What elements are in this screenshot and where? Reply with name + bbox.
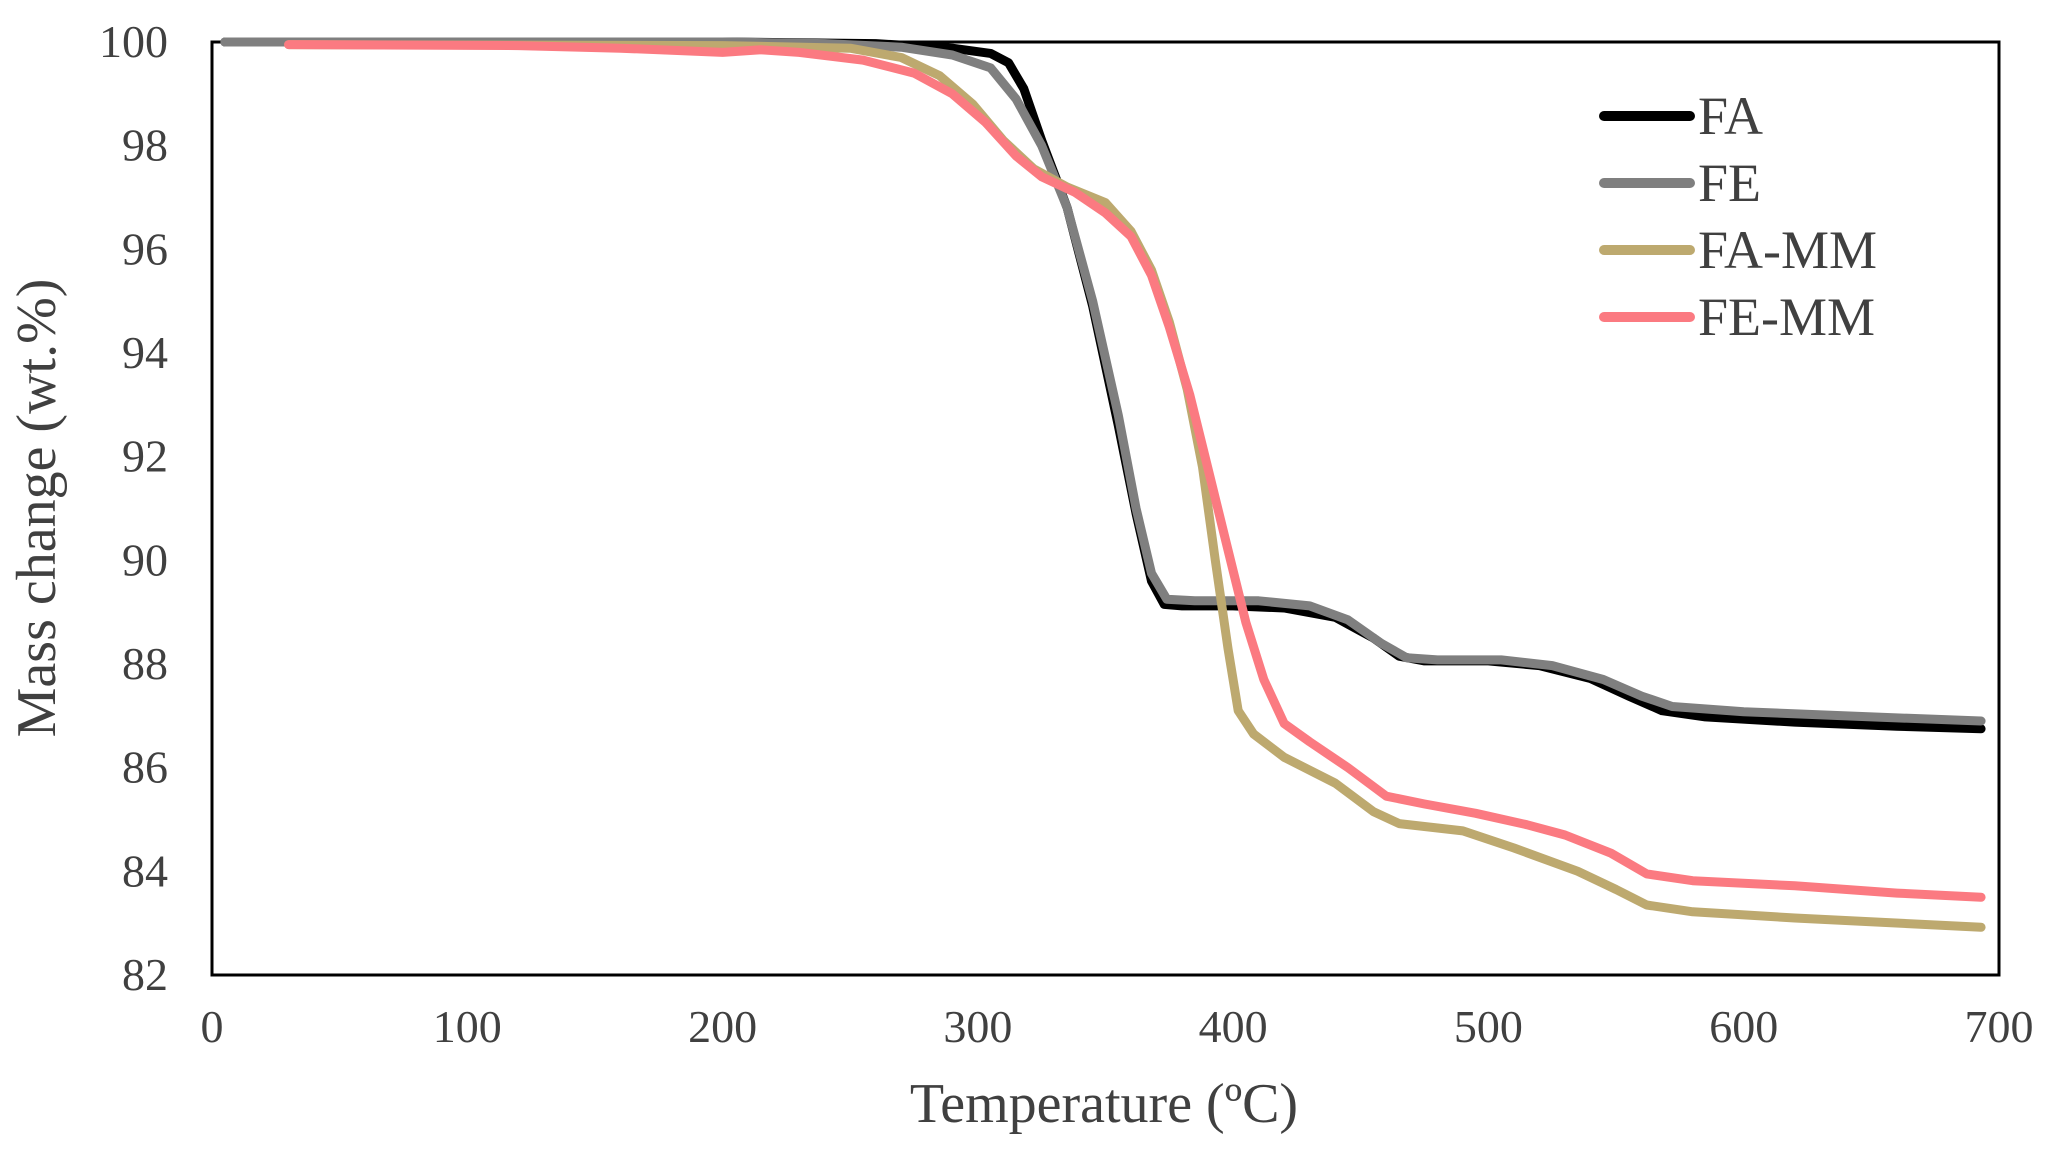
series-line-fe-mm (284, 40, 1986, 902)
y-axis-ticks: 82 84 86 88 90 92 94 96 98 100 (99, 16, 168, 1000)
y-axis-title: Mass change (wt.%) (6, 279, 68, 738)
x-tick-label: 500 (1454, 1001, 1523, 1052)
y-tick-label: 98 (122, 120, 168, 171)
x-tick-label: 100 (433, 1001, 502, 1052)
legend-label-fe-mm: FE-MM (1698, 287, 1875, 347)
y-tick-label: 86 (122, 742, 168, 793)
legend-label-fa: FA (1698, 86, 1763, 146)
y-tick-label: 84 (122, 845, 168, 896)
series-line-fa (220, 37, 1986, 734)
x-axis-title: Temperature (ºC) (910, 1073, 1298, 1135)
legend-label-fe: FE (1698, 153, 1761, 213)
x-tick-label: 300 (943, 1001, 1012, 1052)
plot-border (210, 40, 2001, 977)
y-tick-label: 100 (99, 16, 168, 67)
y-tick-label: 90 (122, 534, 168, 585)
series-line-fa-mm (284, 40, 1986, 932)
series-line-fe (220, 37, 1986, 726)
x-tick-label: 400 (1199, 1001, 1268, 1052)
y-tick-label: 92 (122, 431, 168, 482)
y-tick-label: 96 (122, 223, 168, 274)
x-tick-label: 600 (1709, 1001, 1778, 1052)
legend-label-fa-mm: FA-MM (1698, 220, 1877, 280)
y-tick-label: 88 (122, 638, 168, 689)
plot-area (210, 40, 2001, 977)
y-tick-label: 82 (122, 949, 168, 1000)
x-tick-label: 700 (1965, 1001, 2034, 1052)
x-tick-label: 0 (201, 1001, 224, 1052)
x-axis-ticks: 0 100 200 300 400 500 600 700 (201, 1001, 2034, 1052)
series-lines (220, 37, 1986, 932)
x-tick-label: 200 (688, 1001, 757, 1052)
legend: FA FE FA-MM FE-MM (1599, 86, 1877, 347)
y-tick-label: 94 (122, 327, 168, 378)
